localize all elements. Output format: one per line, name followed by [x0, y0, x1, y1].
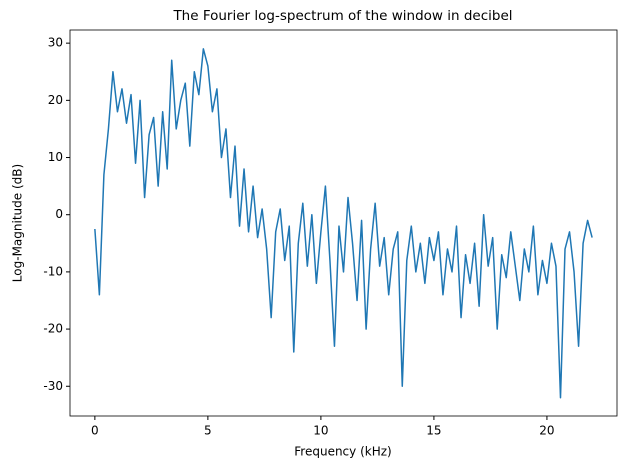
y-tick-label: 20 — [48, 93, 63, 107]
y-tick-label: 10 — [48, 150, 63, 164]
x-axis-label: Frequency (kHz) — [294, 445, 391, 459]
y-axis-label: Log-Magnitude (dB) — [11, 164, 25, 282]
y-tick-label: 30 — [48, 36, 63, 50]
x-tick-label: 0 — [91, 424, 99, 438]
y-tick-label: -30 — [43, 379, 63, 393]
y-tick-label: 0 — [55, 207, 63, 221]
y-tick-label: -10 — [43, 264, 63, 278]
x-tick-label: 20 — [539, 424, 554, 438]
y-tick-label: -20 — [43, 322, 63, 336]
x-tick-label: 15 — [426, 424, 441, 438]
plot-frame — [69, 29, 618, 417]
x-tick-label: 5 — [204, 424, 212, 438]
x-tick-label: 10 — [313, 424, 328, 438]
chart-title: The Fourier log-spectrum of the window i… — [172, 8, 512, 24]
spectrum-line — [94, 48, 593, 399]
